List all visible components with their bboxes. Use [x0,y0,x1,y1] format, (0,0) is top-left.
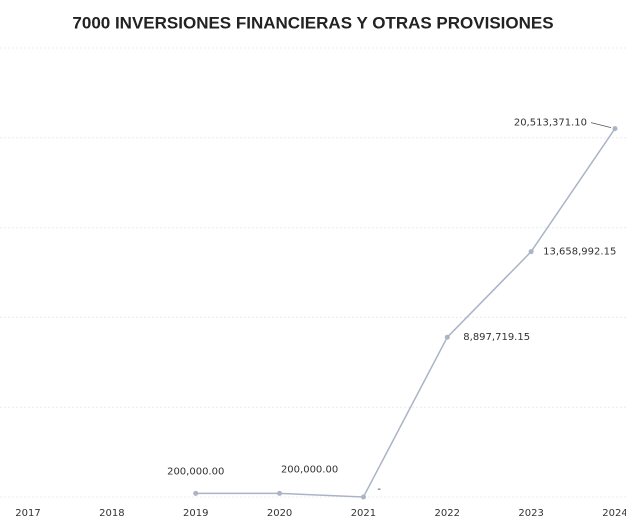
point [612,126,618,132]
x-tick-label: 2019 [183,508,208,519]
x-tick-label: 2022 [435,508,460,519]
x-tick-label: 2024 [602,508,626,519]
data-label: 200,000.00 [167,466,224,477]
point [277,490,283,496]
x-tick-label: 2020 [267,508,292,519]
data-label: 200,000.00 [281,464,338,475]
point [444,334,450,340]
point [360,494,366,500]
x-tick-label: 2018 [99,508,124,519]
x-tick-label: 2021 [351,508,376,519]
data-label: - [377,484,381,495]
data-label: 13,658,992.15 [543,247,616,258]
leader-line [590,122,612,128]
chart-title: 7000 INVERSIONES FINANCIERAS Y OTRAS PRO… [72,13,553,32]
point [193,490,199,496]
x-tick-label: 2017 [15,508,40,519]
x-tick-label: 2023 [518,508,543,519]
line [195,128,616,498]
data-label: 8,897,719.15 [463,332,530,343]
data-label: 20,513,371.10 [514,118,587,129]
point [528,249,534,255]
